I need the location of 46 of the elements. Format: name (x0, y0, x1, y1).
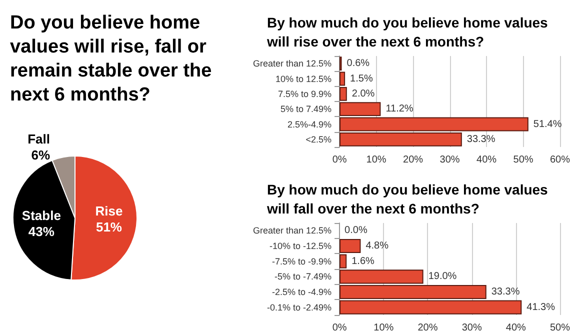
data-label: 51.4% (533, 118, 562, 130)
x-tick-label: 20% (418, 322, 438, 334)
y-tick-label: Greater than 12.5% (252, 58, 332, 69)
slice-label: Rise (95, 204, 123, 219)
data-label: 33.3% (466, 134, 496, 145)
data-label: 6% (31, 148, 50, 163)
data-label: 19.0% (428, 271, 457, 282)
chart-title: By how much do you believe home values will rise over the next 6 months? (266, 14, 552, 50)
x-tick-label: 50% (513, 154, 534, 166)
x-tick-label: 10% (374, 322, 394, 334)
x-tick-label: 10% (366, 154, 386, 166)
data-label: 51% (96, 220, 122, 235)
slice-label: Fall (28, 132, 50, 147)
data-label: 1.5% (350, 73, 373, 84)
data-label: 43% (28, 224, 55, 239)
data-label: 33.3% (491, 286, 520, 298)
x-tick-label: 40% (476, 154, 497, 166)
y-tick-label: 2.5%-4.9% (288, 119, 332, 130)
x-tick-label: 50% (550, 322, 570, 334)
y-tick-label: -5% to -7.49% (274, 272, 332, 282)
data-label: 2.0% (352, 88, 375, 100)
data-label: 11.2% (386, 104, 414, 115)
x-tick-label: 30% (462, 322, 482, 334)
x-tick-label: 40% (506, 322, 526, 334)
x-tick-label: 0% (332, 322, 347, 334)
x-tick-label: 20% (403, 154, 424, 166)
data-label: 0.0% (344, 225, 368, 236)
y-tick-label: -7.5% to -9.9% (272, 256, 332, 266)
y-tick-label: 5% to 7.49% (280, 104, 332, 114)
y-tick-label: Greater than 12.5% (252, 226, 332, 236)
data-label: 1.6% (352, 256, 375, 267)
y-tick-label: -10% to -12.5% (270, 241, 332, 251)
y-tick-label: <2.5% (306, 134, 332, 144)
chart-title: By how much do you believe home values will fall over the next 6 months? (266, 182, 552, 216)
y-tick-label: -2.5% to -4.9% (272, 287, 332, 297)
y-tick-label: -0.1% to -2.49% (267, 302, 332, 312)
x-tick-label: 0% (332, 154, 347, 166)
y-tick-label: 10% to 12.5% (276, 74, 332, 84)
x-tick-label: 30% (440, 154, 460, 166)
chart-title: Do you believe home values will rise, fall or remain stable over the next 6 months? (10, 12, 217, 106)
y-tick-label: 7.5% to 9.9% (278, 88, 332, 99)
slice-label: Stable (22, 208, 61, 223)
x-tick-label: 60% (550, 154, 570, 166)
data-label: 41.3% (526, 302, 556, 313)
data-label: 0.6% (346, 58, 370, 70)
data-label: 4.8% (366, 240, 389, 252)
